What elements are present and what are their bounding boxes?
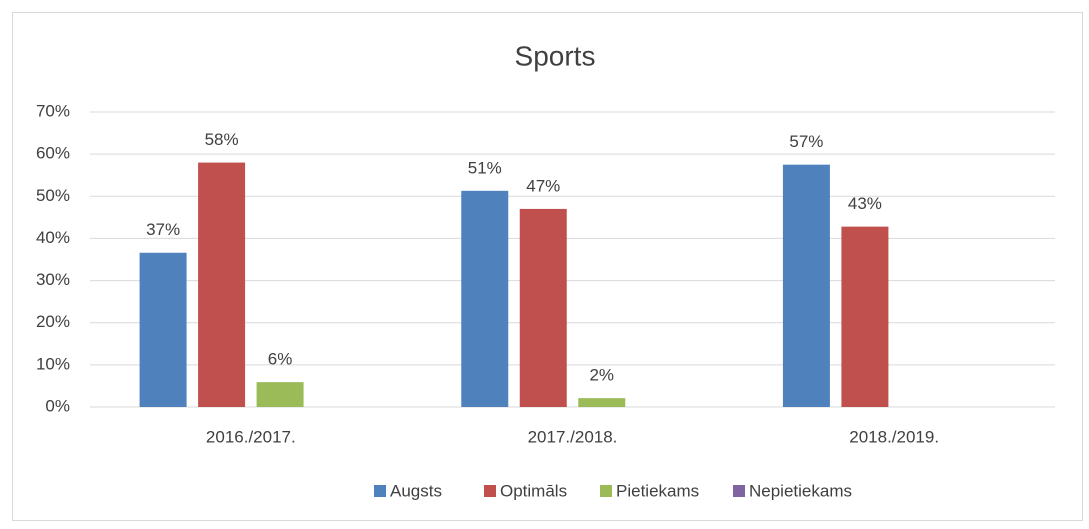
legend-swatch — [600, 485, 612, 497]
data-label: 6% — [268, 350, 293, 369]
x-tick-label: 2016./2017. — [206, 427, 296, 446]
x-tick-label: 2017./2018. — [528, 427, 618, 446]
data-label: 51% — [468, 158, 502, 177]
bar — [461, 190, 509, 407]
bar — [841, 226, 889, 407]
y-tick-label: 60% — [36, 144, 70, 163]
y-tick-label: 40% — [36, 228, 70, 247]
legend-label: Nepietiekams — [749, 481, 852, 500]
legend-swatch — [374, 485, 386, 497]
legend-label: Augsts — [390, 481, 442, 500]
bar — [782, 164, 830, 407]
data-label: 43% — [848, 194, 882, 213]
bar — [578, 398, 626, 407]
y-tick-label: 10% — [36, 354, 70, 373]
y-tick-label: 20% — [36, 312, 70, 331]
legend-swatch — [733, 485, 745, 497]
data-label: 47% — [526, 176, 560, 195]
data-label: 58% — [205, 130, 239, 149]
bar — [519, 208, 567, 407]
x-tick-label: 2018./2019. — [849, 427, 939, 446]
y-tick-label: 0% — [45, 396, 70, 415]
bar — [198, 162, 246, 407]
data-label: 37% — [146, 220, 180, 239]
data-label: 57% — [789, 132, 823, 151]
data-label: 2% — [589, 366, 614, 385]
legend-label: Pietiekams — [616, 481, 699, 500]
legend-swatch — [484, 485, 496, 497]
y-tick-label: 70% — [36, 101, 70, 120]
chart-title: Sports — [515, 40, 596, 71]
legend-label: Optimāls — [500, 481, 567, 500]
bar — [256, 382, 304, 407]
y-tick-label: 50% — [36, 186, 70, 205]
y-tick-label: 30% — [36, 270, 70, 289]
bar — [139, 252, 187, 407]
